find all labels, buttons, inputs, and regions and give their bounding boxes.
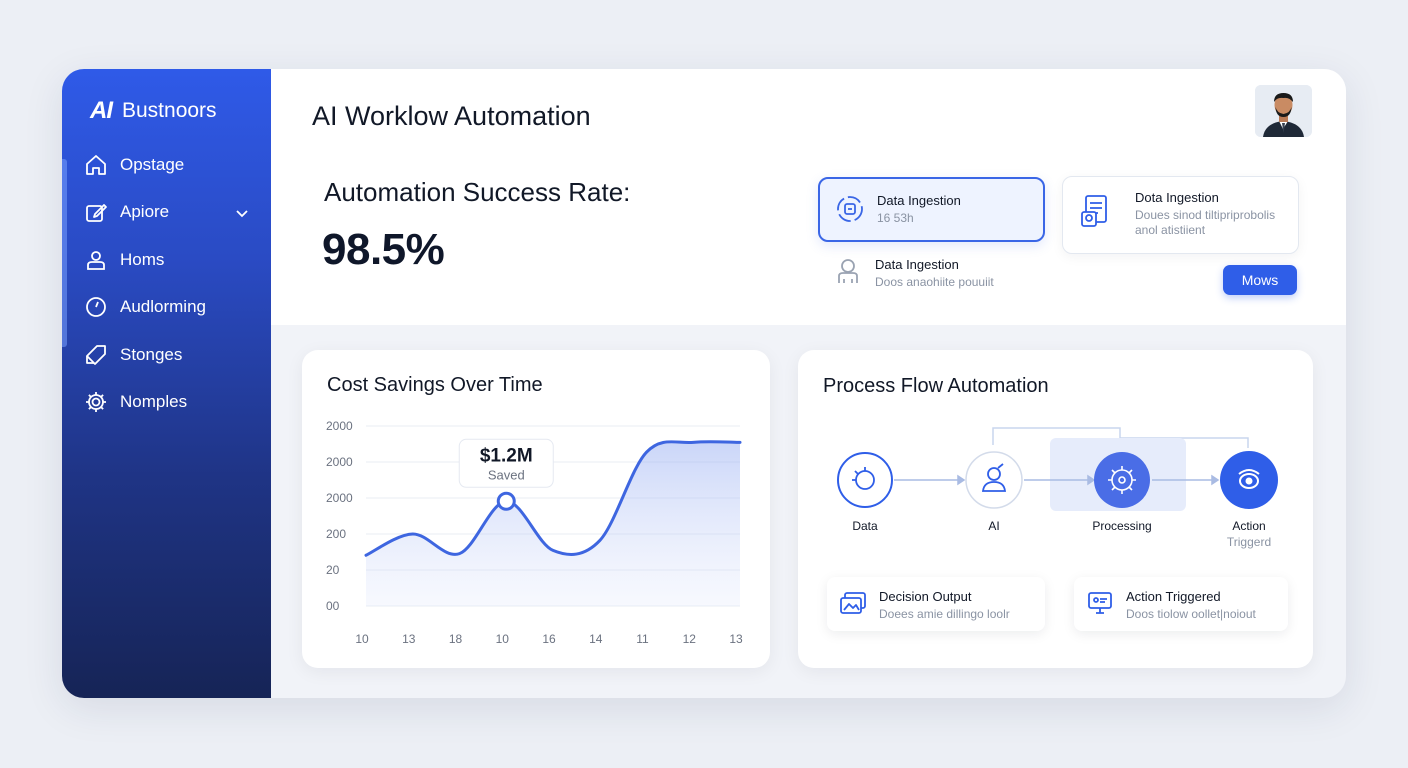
flow-node-data[interactable] <box>837 452 893 508</box>
x-tick-label: 12 <box>683 632 697 646</box>
x-tick-label: 11 <box>636 632 649 646</box>
brain-icon <box>1108 466 1136 494</box>
data-point-highlight <box>496 491 516 511</box>
output-subtitle: Doos tiolow oollet|noiout <box>1126 607 1256 621</box>
metric-value: 98.5% <box>322 225 445 274</box>
sidebar-item-label: Nomples <box>120 392 188 412</box>
robot-icon <box>835 257 861 290</box>
target-icon <box>852 467 875 490</box>
decision-output-card[interactable]: Decision Output Doees amie dillingo lool… <box>827 577 1045 631</box>
process-flow-panel: Process Flow Automation <box>798 350 1313 668</box>
card-subtitle: 16 53h <box>877 211 914 225</box>
annotation-box <box>458 438 554 488</box>
data-ingestion-item[interactable]: Data Ingestion Doos anaohiite pouuiit <box>831 255 1051 295</box>
home-icon <box>84 153 108 177</box>
chevron-down-icon[interactable] <box>235 205 249 219</box>
avatar[interactable] <box>1255 85 1312 137</box>
tag-icon <box>84 343 108 367</box>
sidebar-item-label: Stonges <box>120 344 183 364</box>
annotation-label: Saved <box>488 467 525 482</box>
sidebar-item-label: Opstage <box>120 154 185 174</box>
sidebar-item-label: Homs <box>120 249 165 269</box>
annotation-value: $1.2M <box>480 445 533 466</box>
panel-title: Cost Savings Over Time <box>327 374 543 396</box>
panel-title: Process Flow Automation <box>823 375 1049 397</box>
card-title: Dota Ingestion <box>1135 190 1219 205</box>
monitor-icon <box>1086 591 1114 617</box>
flow-node-sublabel: Triggerd <box>1226 535 1272 549</box>
document-icon <box>1080 194 1110 241</box>
x-tick-label: 18 <box>449 632 463 646</box>
x-tick-label: 14 <box>589 632 603 646</box>
x-tick-label: 13 <box>402 632 416 646</box>
output-title: Decision Output <box>879 589 972 604</box>
flow-node-processing[interactable] <box>1094 452 1150 508</box>
flow-connector <box>992 427 1121 445</box>
refresh-icon <box>1238 469 1260 489</box>
y-tick-label: 00 <box>326 599 340 613</box>
flow-node-label: Data <box>852 519 878 533</box>
x-tick-label: 13 <box>729 632 743 646</box>
flow-diagram <box>837 427 1278 511</box>
sidebar-item-label: Apiore <box>120 202 170 222</box>
y-tick-label: 20 <box>326 563 340 577</box>
brand-logo: AI <box>90 97 113 124</box>
image-icon <box>839 591 867 617</box>
x-tick-label: 16 <box>542 632 556 646</box>
dota-ingestion-card[interactable]: Dota Ingestion Doues sinod tiltipriprobo… <box>1062 176 1299 254</box>
flow-node-action[interactable] <box>1220 451 1278 509</box>
page-title: AI Worklow Automation <box>312 101 591 131</box>
y-tick-label: 200 <box>326 527 346 541</box>
clock-icon <box>84 295 108 319</box>
sync-icon <box>834 193 866 230</box>
series-area <box>366 441 740 606</box>
card-title: Data Ingestion <box>875 257 959 272</box>
user-icon <box>84 248 108 272</box>
card-subtitle: Doos anaohiite pouuiit <box>875 275 994 289</box>
metric-label: Automation Success Rate: <box>324 177 631 207</box>
app-window: AI Bustnoors Opstage Apiore <box>62 69 1346 698</box>
card-subtitle: Doues sinod tiltipriprobolis <box>1135 208 1276 222</box>
mows-button[interactable]: Mows <box>1223 265 1297 295</box>
y-tick-label: 2000 <box>326 419 353 433</box>
sidebar-item-apiore[interactable]: Apiore <box>62 189 271 237</box>
flow-node-label: Action <box>1232 519 1266 533</box>
flow-node-label: AI <box>988 519 1000 533</box>
sidebar-item-homs[interactable]: Homs <box>62 236 271 284</box>
sidebar-item-label: Audlorming <box>120 297 206 317</box>
flow-node-label: Processing <box>1092 519 1152 533</box>
card-title: Data Ingestion <box>877 193 961 208</box>
y-tick-label: 2000 <box>326 455 353 469</box>
flow-arrow-head <box>1087 474 1096 486</box>
sidebar: AI Bustnoors Opstage Apiore <box>62 69 271 698</box>
sidebar-item-nomples[interactable]: Nomples <box>62 379 271 427</box>
card-subtitle-line2: anol atistiient <box>1135 223 1206 237</box>
nav-active-indicator <box>62 159 67 347</box>
brand[interactable]: AI Bustnoors <box>90 97 217 125</box>
x-tick-label: 10 <box>355 632 369 646</box>
edit-icon <box>84 200 108 224</box>
ai-user-icon <box>981 463 1007 492</box>
gear-icon <box>84 390 108 414</box>
data-ingestion-card-active[interactable]: Data Ingestion 16 53h <box>818 177 1045 242</box>
output-title: Action Triggered <box>1126 589 1221 604</box>
x-tick-label: 10 <box>496 632 510 646</box>
flow-arrow-head <box>1211 474 1220 486</box>
sidebar-item-stonges[interactable]: Stonges <box>62 331 271 379</box>
sidebar-nav: Opstage Apiore Homs <box>62 141 271 426</box>
sidebar-item-opstage[interactable]: Opstage <box>62 141 271 189</box>
sidebar-item-audlorming[interactable]: Audlorming <box>62 284 271 332</box>
brand-name: Bustnoors <box>122 99 217 122</box>
flow-arrow-head <box>957 474 966 486</box>
action-triggered-card[interactable]: Action Triggered Doos tiolow oollet|noio… <box>1074 577 1288 631</box>
header-section: AI Worklow Automation Automation Success… <box>271 69 1346 325</box>
y-tick-label: 2000 <box>326 491 353 505</box>
flow-node-ai[interactable] <box>965 451 1023 509</box>
output-subtitle: Doees amie dillingo loolr <box>879 607 1010 621</box>
series-line <box>364 440 742 557</box>
cost-savings-panel: Cost Savings Over Time 2000 2000 2000 200 20… <box>302 350 770 668</box>
